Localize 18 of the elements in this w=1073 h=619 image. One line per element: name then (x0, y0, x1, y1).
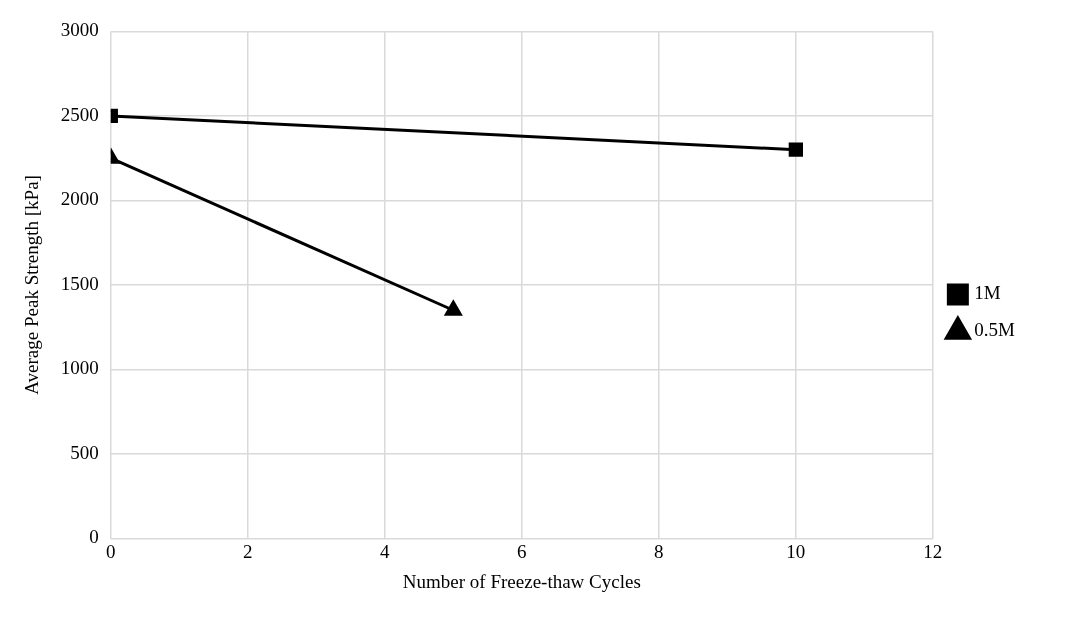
x-tick-label: 12 (923, 540, 943, 562)
y-tick-label: 2000 (60, 188, 99, 210)
y-tick-label: 0 (89, 526, 99, 548)
x-axis-title: Number of Freeze-thaw Cycles (402, 570, 641, 592)
x-tick-label: 4 (380, 540, 391, 562)
legend-label: 0.5M (974, 319, 1016, 341)
y-tick-label: 3000 (60, 19, 99, 41)
x-tick-label: 6 (517, 540, 527, 562)
x-tick-label: 2 (243, 540, 253, 562)
x-tick-label: 8 (654, 540, 664, 562)
y-axis-title: Average Peak Strength [kPa] (21, 175, 43, 395)
legend-label: 1M (974, 282, 1001, 304)
x-tick-label: 10 (786, 540, 806, 562)
y-tick-label: 2500 (60, 103, 99, 125)
y-tick-label: 1000 (60, 357, 99, 379)
y-tick-label: 1500 (60, 272, 99, 294)
x-tick-label: 0 (106, 540, 116, 562)
y-tick-label: 500 (70, 441, 99, 463)
